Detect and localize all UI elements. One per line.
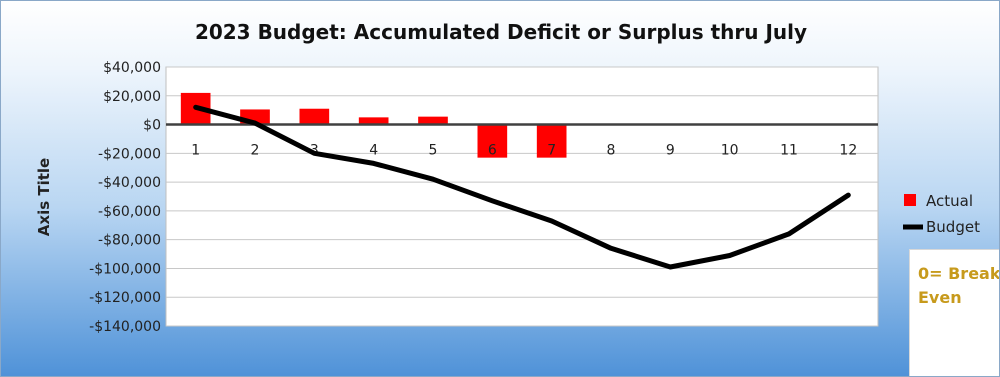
break-even-note: 0= Break Even [909, 249, 999, 376]
y-axis-title: Axis Title [35, 158, 53, 236]
bar-4 [358, 117, 389, 125]
bar-6 [477, 124, 508, 158]
x-tick-label: 8 [607, 143, 616, 159]
legend-actual-swatch [904, 194, 916, 206]
y-tick-label: -$100,000 [89, 261, 161, 277]
x-tick-label: 1 [191, 143, 200, 159]
x-tick-label: 11 [780, 143, 798, 159]
plot-area [165, 66, 879, 327]
x-tick-label: 12 [839, 143, 857, 159]
y-tick-label: -$140,000 [89, 319, 161, 335]
x-tick-label: 10 [721, 143, 739, 159]
y-tick-label: $20,000 [103, 89, 161, 105]
legend-budget-label: Budget [926, 218, 980, 236]
bar-7 [536, 124, 567, 158]
y-tick-label: $0 [143, 118, 161, 134]
x-tick-label: 7 [547, 143, 556, 159]
x-tick-label: 4 [369, 143, 378, 159]
y-tick-label: -$80,000 [98, 233, 161, 249]
chart-title: 2023 Budget: Accumulated Deficit or Surp… [195, 20, 807, 44]
x-tick-label: 5 [429, 143, 438, 159]
legend-actual-label: Actual [926, 192, 973, 210]
y-tick-label: -$20,000 [98, 146, 161, 162]
y-tick-label: -$40,000 [98, 175, 161, 191]
x-tick-label: 6 [488, 143, 497, 159]
y-tick-label: -$120,000 [89, 290, 161, 306]
y-tick-label: $40,000 [103, 60, 161, 76]
budget-line [193, 104, 851, 270]
legend: Actual Budget [903, 192, 980, 236]
x-tick-label: 9 [666, 143, 675, 159]
bar-5 [418, 116, 448, 125]
x-tick-label: 2 [251, 143, 260, 159]
bar-3 [299, 108, 330, 125]
y-tick-label: -$60,000 [98, 204, 161, 220]
y-axis-ticks: $40,000 $20,000 $0 -$20,000 -$40,000 -$60,000… [89, 60, 161, 335]
